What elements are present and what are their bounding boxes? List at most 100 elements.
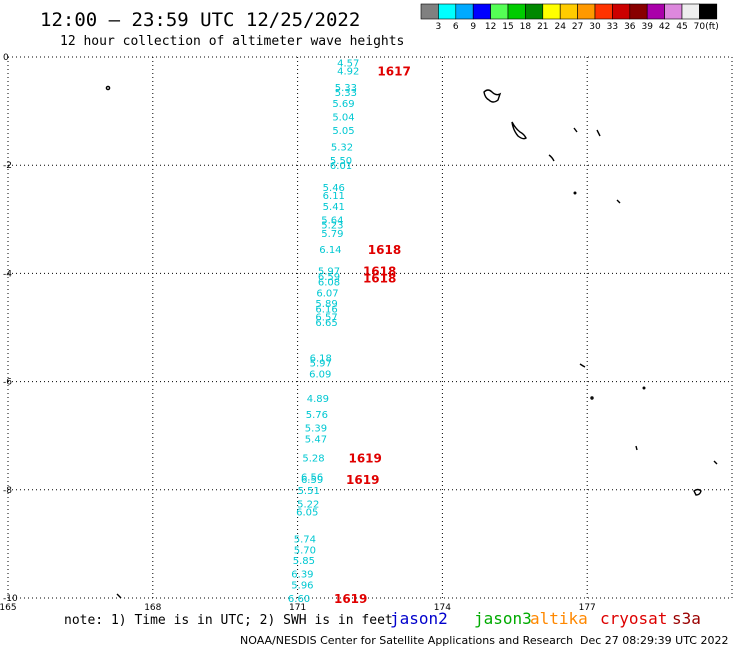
swh-value: 5.70 <box>294 545 316 556</box>
island <box>642 386 646 390</box>
swh-value: 5.69 <box>332 99 354 110</box>
legend-swatch <box>490 3 509 20</box>
swh-value: 6.05 <box>296 507 318 518</box>
satellite-s3a: s3a <box>672 609 701 628</box>
swh-value: 5.97 <box>310 359 332 370</box>
swh-values: 4.574.925.335.335.695.045.055.325.506.01… <box>288 58 359 605</box>
swh-value: 5.23 <box>321 221 343 232</box>
legend-label: 6 <box>453 22 459 32</box>
coastlines <box>105 85 718 599</box>
legend-label: 36 <box>624 22 636 32</box>
island <box>635 445 638 451</box>
time-label: 1619 <box>346 473 379 487</box>
swh-value: 6.11 <box>323 191 345 202</box>
swh-value: 5.33 <box>335 88 357 99</box>
x-tick-label: 165 <box>0 603 17 613</box>
island <box>616 199 621 204</box>
y-tick-label: -2 <box>3 161 12 171</box>
swh-value: 6.14 <box>319 245 341 256</box>
swh-value: 5.74 <box>294 534 316 545</box>
legend-label: 3 <box>436 22 442 32</box>
chart-subtitle: 12 hour collection of altimeter wave hei… <box>60 34 404 49</box>
island <box>590 396 594 400</box>
legend-unit: (ft) <box>705 22 719 32</box>
y-tick-label: -6 <box>3 378 12 388</box>
swh-value: 6.18 <box>310 353 332 364</box>
swh-value: 5.28 <box>302 453 324 464</box>
legend-swatch <box>681 3 700 20</box>
swh-value: 6.16 <box>315 305 337 316</box>
y-tick-label: -10 <box>3 594 18 604</box>
y-tick-label: -8 <box>3 486 12 496</box>
legend-swatch <box>594 3 613 20</box>
swh-value: 5.96 <box>291 580 313 591</box>
legend-label: 21 <box>537 22 548 32</box>
legend-swatch <box>629 3 648 20</box>
time-label: 1619 <box>348 451 381 465</box>
legend-swatch <box>699 3 718 20</box>
swh-value: 5.04 <box>332 113 354 124</box>
legend-label: 12 <box>485 22 496 32</box>
satellite-jason3: jason3 <box>474 609 532 628</box>
swh-value: 6.39 <box>291 570 313 581</box>
swh-value: 4.57 <box>337 58 359 69</box>
legend-swatch <box>612 3 631 20</box>
swh-value: 6.07 <box>316 288 338 299</box>
swh-value: 6.59 <box>301 475 323 486</box>
satellite-cryosat: cryosat <box>600 609 667 628</box>
island <box>573 191 577 195</box>
legend-label: 70 <box>694 22 706 32</box>
swh-value: 5.76 <box>306 410 328 421</box>
island <box>573 127 578 133</box>
swh-value: 6.60 <box>288 594 310 605</box>
legend-label: 9 <box>470 22 476 32</box>
legend-swatch <box>646 3 665 20</box>
legend-label: 42 <box>659 22 670 32</box>
swh-value: 5.51 <box>298 486 320 497</box>
island <box>105 85 111 91</box>
x-tick-label: 177 <box>579 603 596 613</box>
legend-swatch <box>664 3 683 20</box>
swh-value: 5.64 <box>321 215 343 226</box>
swh-value: 5.97 <box>318 267 340 278</box>
island <box>483 89 502 103</box>
swh-value: 6.56 <box>301 472 323 483</box>
legend-swatch <box>507 3 526 20</box>
time-label: 1619 <box>334 592 367 606</box>
legend-label: 30 <box>589 22 601 32</box>
color-legend: 3 6 9 12 15 18 21 24 27 30 33 36 39 42 45 70 (ft) <box>420 3 719 32</box>
legend-swatch <box>455 3 474 20</box>
island <box>579 363 586 368</box>
legend-swatch <box>472 3 491 20</box>
swh-value: 6.09 <box>309 369 331 380</box>
legend-label: 15 <box>502 22 513 32</box>
legend-swatch <box>542 3 561 20</box>
legend-swatch <box>420 3 439 20</box>
swh-value: 5.46 <box>323 183 345 194</box>
swh-value: 5.39 <box>305 424 327 435</box>
time-label: 1617 <box>377 65 410 79</box>
footnote: note: 1) Time is in UTC; 2) SWH is in fe… <box>64 613 393 628</box>
swh-value: 5.50 <box>330 156 352 167</box>
grid-lines <box>7 56 733 599</box>
swh-value: 5.47 <box>305 434 327 445</box>
generated-timestamp: Dec 27 08:29:39 UTC 2022 <box>580 634 728 647</box>
swh-value: 5.85 <box>293 556 315 567</box>
axis-ticks: 165 168 171 174 177 0 -2 -4 -6 -8 -10 <box>0 53 596 613</box>
island <box>116 593 122 599</box>
x-tick-label: 168 <box>144 603 161 613</box>
swh-value: 6.01 <box>330 161 352 172</box>
swh-value: 5.33 <box>335 83 357 94</box>
legend-label: 18 <box>520 22 532 32</box>
swh-value: 6.08 <box>318 278 340 289</box>
island <box>548 154 555 162</box>
island <box>693 488 702 496</box>
legend-label: 24 <box>554 22 566 32</box>
legend-label: 45 <box>676 22 687 32</box>
island <box>713 460 718 465</box>
x-tick-label: 171 <box>289 603 306 613</box>
